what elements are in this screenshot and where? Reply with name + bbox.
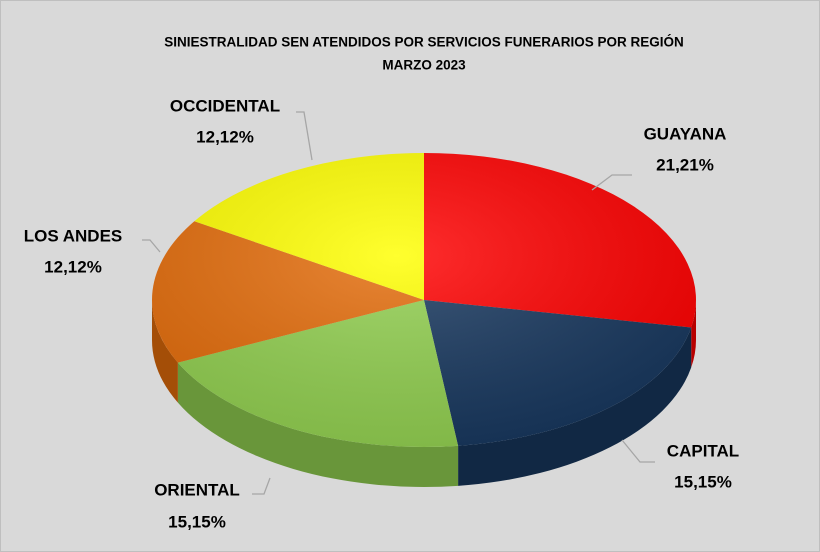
leader-line bbox=[296, 111, 313, 161]
slice-value: 15,15% bbox=[674, 472, 732, 491]
chart-title: SINIESTRALIDAD SEN ATENDIDOS POR SERVICI… bbox=[164, 35, 684, 50]
slice-value: 12,12% bbox=[44, 257, 102, 276]
slice-label: GUAYANA bbox=[644, 124, 727, 143]
leader-line bbox=[252, 477, 271, 495]
leader-line bbox=[621, 439, 655, 463]
slice-value: 21,21% bbox=[656, 155, 714, 174]
leader-line bbox=[591, 174, 632, 191]
labels: GUAYANA 21,21% CAPITAL 15,15% ORIENTAL 15,15%… bbox=[24, 96, 739, 531]
chart-subtitle: MARZO 2023 bbox=[382, 58, 466, 73]
slice-value: 12,12% bbox=[196, 127, 254, 146]
leader-line bbox=[142, 239, 161, 253]
slice-label: CAPITAL bbox=[667, 441, 739, 460]
slice-label: OCCIDENTAL bbox=[170, 96, 280, 115]
slice-value: 15,15% bbox=[168, 512, 226, 531]
slice-label: ORIENTAL bbox=[154, 480, 240, 499]
pie bbox=[152, 153, 696, 487]
slice-label: LOS ANDES bbox=[24, 226, 123, 245]
slice-side bbox=[177, 362, 459, 487]
